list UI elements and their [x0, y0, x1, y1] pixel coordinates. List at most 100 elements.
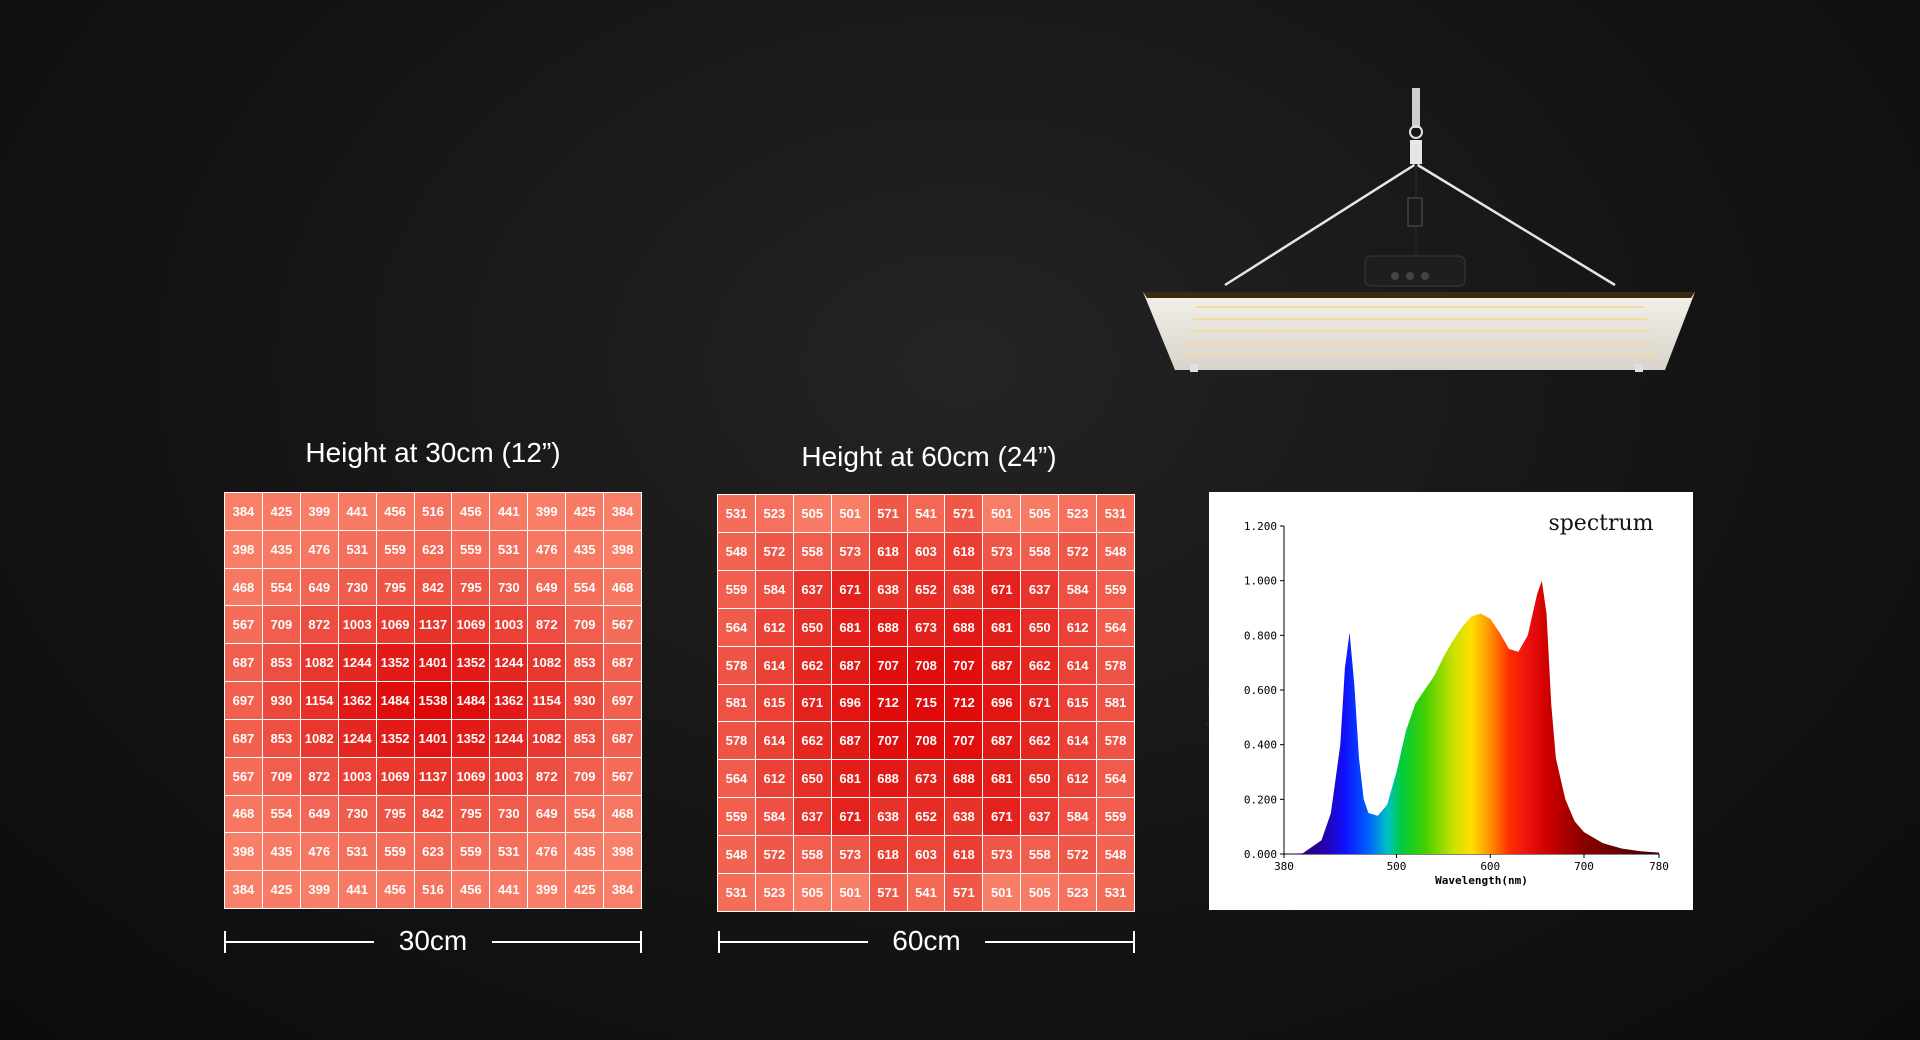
- ppfd-cell: 671: [983, 570, 1021, 608]
- ppfd-cell: 441: [338, 493, 376, 530]
- ppfd-cell: 638: [869, 798, 907, 836]
- ppfd-cell: 573: [831, 836, 869, 874]
- ppfd-cell: 649: [528, 568, 566, 606]
- ppfd-cell: 712: [869, 684, 907, 722]
- dimension-label-30cm: 30cm: [398, 925, 468, 956]
- ppfd-cell: 1069: [376, 757, 414, 795]
- ppfd-cell: 559: [376, 833, 414, 871]
- ppfd-cell: 715: [907, 684, 945, 722]
- ppfd-cell: 501: [831, 495, 869, 532]
- ppfd-cell: 615: [755, 684, 793, 722]
- ppfd-cell: 476: [300, 530, 338, 568]
- ppfd-cell: 603: [907, 532, 945, 570]
- y-tick-label: 1.000: [1244, 575, 1277, 588]
- ppfd-cell: 399: [528, 871, 566, 908]
- ppfd-cell: 638: [945, 798, 983, 836]
- ppfd-cell: 623: [414, 530, 452, 568]
- ppfd-cell: 398: [604, 833, 641, 871]
- ppfd-cell: 581: [1097, 684, 1134, 722]
- ppfd-cell: 435: [262, 530, 300, 568]
- ppfd-cell: 398: [604, 530, 641, 568]
- ppfd-cell: 708: [907, 722, 945, 760]
- ppfd-cell: 1003: [338, 606, 376, 644]
- ppfd-cell: 696: [983, 684, 1021, 722]
- ppfd-cell: 652: [907, 570, 945, 608]
- ppfd-cell: 567: [604, 757, 641, 795]
- spectrum-chart: 0.000 0.200 0.400 0.600 0.800 1.000 1.200 380 50…: [1244, 511, 1669, 887]
- ppfd-cell: 559: [1097, 570, 1134, 608]
- ppfd-cell: 618: [945, 532, 983, 570]
- ppfd-cell: 709: [262, 606, 300, 644]
- dimension-30cm: 30cm: [224, 925, 642, 957]
- ppfd-cell: 1352: [452, 644, 490, 682]
- x-tick-label: 700: [1574, 860, 1594, 873]
- ppfd-cell: 623: [414, 833, 452, 871]
- ppfd-cell: 578: [718, 722, 755, 760]
- ppfd-cell: 384: [604, 493, 641, 530]
- ppfd-cell: 456: [376, 871, 414, 908]
- ppfd-cell: 399: [528, 493, 566, 530]
- ppfd-cell: 1538: [414, 682, 452, 719]
- ppfd-cell: 649: [528, 795, 566, 833]
- ppfd-cell: 637: [793, 798, 831, 836]
- ppfd-cell: 1352: [376, 644, 414, 682]
- ppfd-cell: 571: [945, 495, 983, 532]
- ppfd-cell: 795: [376, 795, 414, 833]
- ppfd-cell: 709: [566, 757, 604, 795]
- ppfd-cell: 564: [1097, 608, 1134, 646]
- ppfd-cell: 853: [566, 644, 604, 682]
- ppfd-cell: 1484: [376, 682, 414, 719]
- ppfd-cell: 730: [338, 795, 376, 833]
- ppfd-grid-30cm: 384 425 399 441 456 516 456 441 399 425 384 398 435 4…: [224, 492, 642, 909]
- ppfd-cell: 638: [869, 570, 907, 608]
- ppfd-cell: 730: [338, 568, 376, 606]
- ppfd-cell: 614: [755, 646, 793, 684]
- ppfd-cell: 425: [566, 871, 604, 908]
- ppfd-cell: 842: [414, 568, 452, 606]
- ppfd-cell: 384: [604, 871, 641, 908]
- ppfd-cell: 558: [793, 532, 831, 570]
- ppfd-cell: 435: [262, 833, 300, 871]
- ppfd-cell: 564: [718, 760, 755, 798]
- ppfd-cell: 872: [528, 606, 566, 644]
- ppfd-cell: 708: [907, 646, 945, 684]
- ppfd-cell: 468: [225, 795, 262, 833]
- ppfd-cell: 1352: [452, 719, 490, 757]
- ppfd-cell: 441: [490, 871, 528, 908]
- ppfd-cell: 1082: [300, 719, 338, 757]
- ppfd-cell: 523: [1059, 874, 1097, 911]
- x-tick-label: 780: [1649, 860, 1669, 873]
- dimension-line: [492, 941, 642, 943]
- ppfd-cell: 673: [907, 608, 945, 646]
- y-tick-label: 0.800: [1244, 629, 1277, 642]
- ppfd-cell: 435: [566, 530, 604, 568]
- ppfd-cell: 541: [907, 874, 945, 911]
- ppfd-cell: 681: [983, 608, 1021, 646]
- ppfd-cell: 559: [1097, 798, 1134, 836]
- ppfd-cell: 1154: [300, 682, 338, 719]
- ppfd-cell: 558: [1021, 836, 1059, 874]
- ppfd-cell: 687: [983, 722, 1021, 760]
- ppfd-cell: 554: [566, 795, 604, 833]
- ppfd-cell: 571: [869, 495, 907, 532]
- ppfd-cell: 501: [983, 874, 1021, 911]
- ppfd-cell: 523: [755, 874, 793, 911]
- ppfd-cell: 853: [262, 644, 300, 682]
- ppfd-grid-60cm: 531 523 505 501 571 541 571 501 505 523 531 548 572 5…: [717, 494, 1135, 912]
- ppfd-cell: 618: [945, 836, 983, 874]
- ppfd-cell: 671: [831, 798, 869, 836]
- ppfd-cell: 567: [225, 606, 262, 644]
- dimension-tick: [640, 931, 642, 953]
- ppfd-cell: 516: [414, 871, 452, 908]
- ppfd-cell: 554: [262, 795, 300, 833]
- ppfd-cell: 523: [1059, 495, 1097, 532]
- ppfd-cell: 730: [490, 795, 528, 833]
- ppfd-cell: 548: [718, 836, 755, 874]
- ppfd-cell: 531: [338, 833, 376, 871]
- ppfd-cell: 853: [262, 719, 300, 757]
- ppfd-cell: 671: [983, 798, 1021, 836]
- y-tick-label: 0.400: [1244, 739, 1277, 752]
- ppfd-cell: 662: [1021, 646, 1059, 684]
- ppfd-cell: 709: [262, 757, 300, 795]
- ppfd-cell: 476: [528, 833, 566, 871]
